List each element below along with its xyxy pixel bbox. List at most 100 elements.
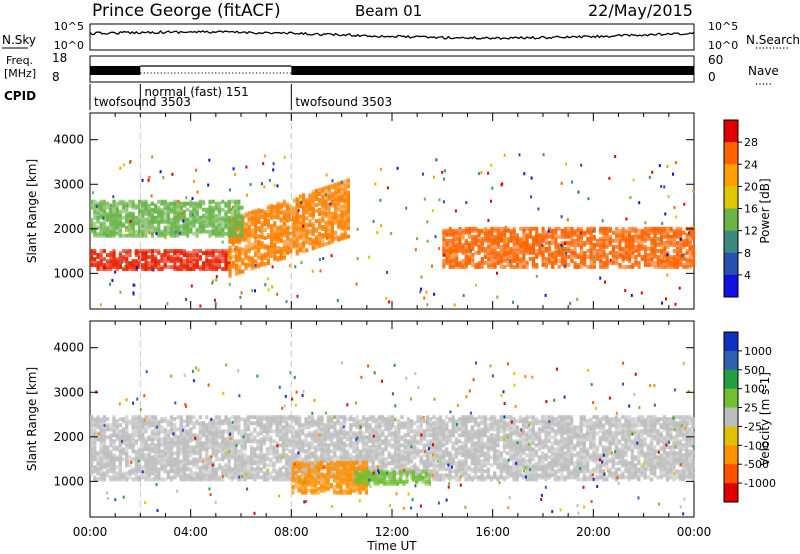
data-cell: [96, 215, 100, 220]
data-cell: [291, 431, 295, 436]
data-cell: [237, 415, 241, 420]
data-cell: [163, 211, 167, 216]
data-cell: [160, 229, 164, 234]
data-cell: [173, 431, 177, 436]
data-cell: [128, 469, 132, 474]
data-cell: [474, 234, 478, 239]
data-cell: [327, 226, 331, 231]
data-cell: [247, 239, 251, 244]
data-cell: [333, 449, 337, 454]
data-cell: [337, 181, 341, 186]
data-cell: [211, 213, 215, 218]
data-speck: [166, 302, 169, 306]
data-cell: [244, 212, 248, 217]
data-cell: [198, 255, 202, 260]
data-cell: [241, 257, 245, 262]
data-cell: [547, 244, 552, 249]
data-cell: [583, 250, 587, 255]
data-cell: [243, 431, 247, 436]
data-cell: [464, 254, 468, 259]
data-cell: [378, 415, 382, 420]
data-cell: [109, 251, 113, 256]
data-cell: [496, 240, 500, 245]
data-speck: [663, 257, 666, 261]
data-cell: [138, 261, 142, 266]
data-cell: [195, 471, 199, 476]
data-cell: [387, 439, 391, 444]
data-speck: [658, 164, 661, 168]
data-speck: [268, 178, 271, 182]
data-speck: [443, 253, 446, 257]
data-cell: [295, 231, 299, 236]
data-cell: [182, 223, 186, 228]
data-cell: [241, 261, 245, 266]
data-cell: [442, 228, 446, 233]
data-cell: [663, 252, 667, 257]
data-cell: [227, 475, 231, 480]
data-cell: [163, 199, 167, 204]
data-speck: [190, 284, 193, 288]
data-cell: [260, 233, 264, 238]
data-cell: [288, 467, 292, 472]
data-cell: [279, 202, 283, 207]
data-cell: [90, 471, 94, 476]
data-cell: [318, 212, 322, 216]
data-cell: [99, 253, 103, 258]
data-cell: [397, 451, 401, 456]
data-cell: [157, 219, 161, 224]
data-cell: [237, 419, 241, 424]
data-cell: [115, 429, 119, 434]
data-cell: [163, 215, 167, 220]
data-cell: [653, 240, 657, 245]
data-cell: [224, 201, 228, 206]
data-cell: [355, 419, 359, 424]
data-cell: [93, 203, 97, 208]
data-cell: [374, 429, 378, 434]
data-cell: [343, 217, 347, 222]
data-cell: [503, 226, 507, 231]
data-cell: [106, 205, 110, 210]
data-cell: [289, 241, 293, 246]
data-cell: [93, 431, 97, 436]
data-cell: [202, 207, 206, 212]
data-cell: [442, 242, 446, 247]
data-cell: [241, 269, 245, 274]
data-cell: [387, 431, 391, 436]
data-cell: [669, 226, 673, 231]
data-speck: [300, 201, 303, 204]
data-cell: [96, 201, 100, 206]
data-cell: [294, 415, 298, 420]
data-cell: [189, 453, 193, 458]
data-cell: [205, 445, 209, 450]
data-cell: [611, 238, 616, 243]
data-cell: [214, 425, 218, 430]
data-cell: [291, 447, 295, 452]
data-cell: [474, 226, 478, 231]
data-cell: [243, 427, 247, 432]
data-cell: [208, 205, 212, 210]
data-cell: [314, 203, 318, 207]
data-cell: [278, 477, 282, 482]
data-cell: [218, 249, 222, 254]
data-cell: [302, 203, 306, 208]
data-cell: [308, 219, 312, 224]
data-cell: [286, 224, 290, 229]
data-cell: [141, 453, 145, 458]
data-cell: [253, 427, 257, 432]
data-cell: [221, 259, 225, 264]
data-cell: [250, 437, 254, 442]
data-speck: [390, 231, 393, 235]
data-cell: [682, 238, 686, 243]
cpid-label-1: normal (fast) 151: [144, 85, 248, 99]
data-cell: [205, 223, 209, 228]
data-cell: [365, 435, 369, 440]
data-cell: [237, 423, 241, 428]
data-cell: [342, 447, 346, 452]
data-cell: [384, 435, 388, 440]
data-cell: [214, 205, 218, 210]
data-cell: [173, 457, 177, 462]
data-cell: [519, 264, 523, 269]
data-speck: [673, 206, 676, 210]
data-cell: [298, 429, 302, 434]
